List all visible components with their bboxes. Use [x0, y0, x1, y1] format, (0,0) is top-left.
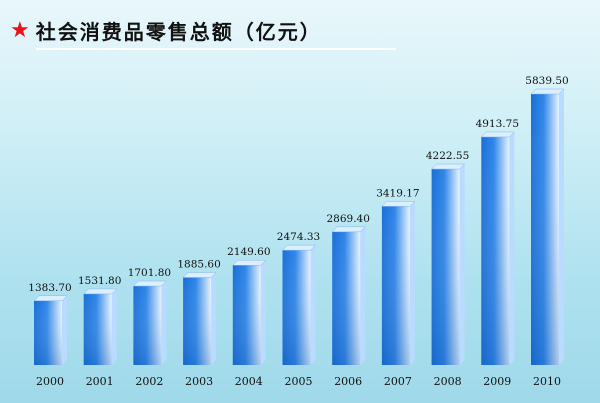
bar-top-face	[331, 226, 366, 233]
bar-top-face	[480, 131, 515, 138]
bar-2010	[530, 88, 565, 365]
data-label: 2869.40	[326, 213, 369, 225]
bar-side-face	[559, 89, 564, 365]
bar-top-face	[281, 244, 317, 251]
x-tick-label: 2000	[36, 375, 64, 388]
data-label: 1531.80	[78, 275, 121, 287]
bar-2007	[381, 201, 416, 365]
chart-title-block: ★ 社会消费品零售总额（亿元）	[10, 16, 322, 45]
data-label: 5839.50	[525, 75, 568, 87]
bar-top-face	[132, 280, 168, 287]
data-label: 4913.75	[476, 118, 519, 130]
bar-2000	[33, 295, 68, 365]
chart-title: 社会消费品零售总额（亿元）	[35, 20, 322, 44]
bar-shade	[232, 265, 261, 365]
bar-top-face	[430, 163, 466, 170]
data-label: 2474.33	[277, 231, 320, 243]
bar-shade	[431, 169, 460, 365]
bar-top-face	[182, 272, 217, 278]
x-tick-label: 2005	[285, 375, 313, 388]
data-label: 4222.55	[426, 150, 469, 162]
bar-top-face	[83, 288, 118, 295]
data-label: 1701.80	[128, 267, 171, 279]
x-tick-label: 2010	[533, 375, 561, 388]
bar-side-face	[211, 272, 217, 365]
bar-shade	[183, 277, 212, 365]
bar-top-face	[530, 88, 565, 95]
bar-2004	[232, 259, 267, 365]
data-label: 1383.70	[28, 282, 71, 294]
bar-2008	[430, 163, 466, 365]
bar-side-face	[111, 288, 117, 365]
bar-side-face	[62, 295, 67, 365]
bar-shade	[133, 286, 162, 365]
title-underline	[36, 48, 396, 50]
data-label: 2149.60	[227, 246, 270, 258]
x-tick-label: 2007	[384, 375, 412, 388]
bar-side-face	[310, 245, 316, 365]
bar-top-face	[381, 201, 416, 207]
x-tick-label: 2002	[135, 375, 163, 388]
bar-2001	[83, 288, 118, 365]
x-tick-label: 2009	[483, 375, 511, 388]
x-tick-label: 2004	[235, 375, 263, 388]
bar-side-face	[409, 201, 415, 365]
data-label: 3419.17	[376, 187, 419, 199]
bar-shade	[83, 293, 112, 365]
bar-side-face	[260, 260, 266, 365]
bar-2006	[331, 226, 366, 365]
bar-shade	[282, 250, 311, 365]
bar-top-face	[33, 295, 68, 302]
data-label: 1885.60	[177, 258, 220, 270]
bar-shade	[34, 300, 62, 365]
bar-side-face	[509, 131, 515, 365]
bar-shade	[381, 206, 410, 365]
bar-2002	[132, 280, 168, 365]
bar-shade	[531, 94, 559, 365]
bar-2009	[480, 131, 515, 365]
x-tick-label: 2006	[334, 375, 362, 388]
bar-2005	[281, 244, 317, 365]
bar-2003	[182, 272, 217, 365]
bar-side-face	[360, 226, 366, 365]
star-icon: ★	[10, 17, 30, 43]
bar-shade	[481, 136, 510, 365]
x-tick-label: 2001	[86, 375, 114, 388]
bar-shade	[332, 231, 361, 365]
bar-side-face	[161, 281, 167, 365]
x-tick-label: 2003	[185, 375, 213, 388]
bar-top-face	[232, 259, 267, 266]
bar-side-face	[459, 164, 465, 365]
x-tick-label: 2008	[434, 375, 462, 388]
